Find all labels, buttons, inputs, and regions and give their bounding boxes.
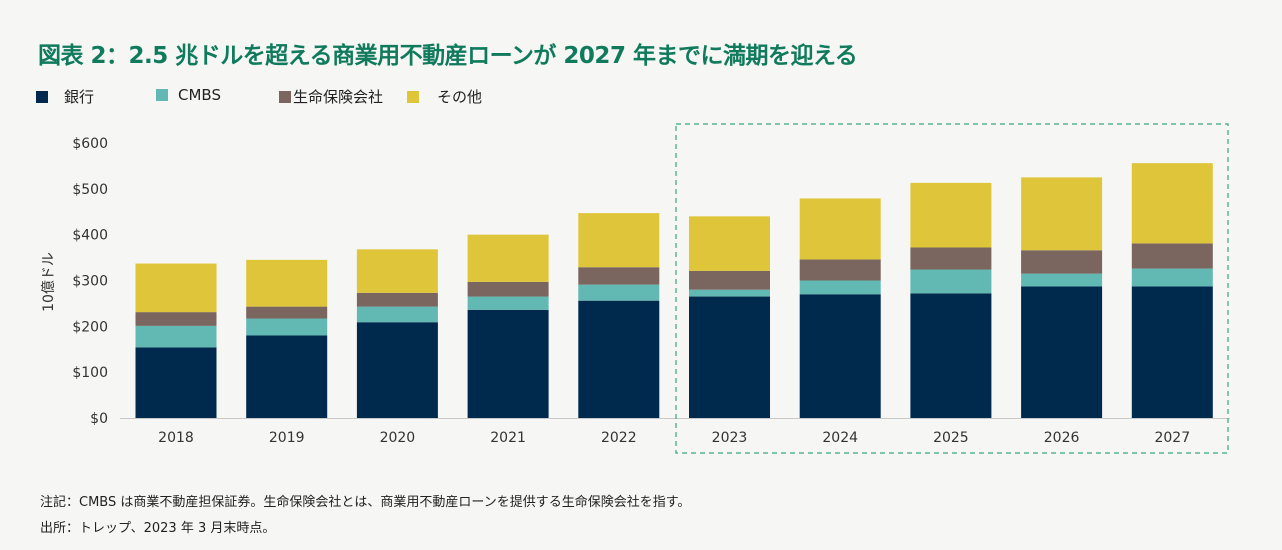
y-tick-label: $200 xyxy=(72,319,108,335)
legend-label: 銀行 xyxy=(64,88,95,106)
bar-segment-2022-series-3 xyxy=(578,213,660,268)
legend-item-bank: 銀行 xyxy=(36,86,94,107)
bar-segment-2023-series-1 xyxy=(689,289,770,297)
x-tick-label: 2026 xyxy=(1044,430,1080,446)
bar-segment-2027-series-3 xyxy=(1131,163,1213,244)
y-tick-label: $0 xyxy=(90,411,108,427)
y-tick-label: $400 xyxy=(72,228,108,244)
bar-segment-2027-series-1 xyxy=(1131,268,1213,287)
y-tick-label: $600 xyxy=(72,136,108,152)
legend-label: 生命保険会社 xyxy=(293,88,384,106)
legend-swatch xyxy=(407,90,419,103)
bar-segment-2023-series-2 xyxy=(689,270,770,290)
y-tick-label: $300 xyxy=(72,274,108,290)
bar-segment-2026-series-3 xyxy=(1021,177,1103,251)
bar-segment-2018-series-1 xyxy=(135,325,217,348)
x-tick-label: 2027 xyxy=(1154,430,1190,446)
bar-segment-2026-series-2 xyxy=(1021,250,1103,274)
legend-label: その他 xyxy=(437,88,483,106)
legend-swatch xyxy=(36,90,48,103)
bar-segment-2020-series-2 xyxy=(356,292,438,307)
x-tick-label: 2018 xyxy=(158,430,194,446)
x-tick-label: 2021 xyxy=(490,430,526,446)
bar-segment-2018-series-0 xyxy=(135,347,217,418)
bar-segment-2025-series-0 xyxy=(910,293,992,418)
bar-segment-2022-series-2 xyxy=(578,267,660,285)
bar-segment-2024-series-2 xyxy=(799,259,881,281)
bar-segment-2020-series-3 xyxy=(356,249,438,293)
bar-segment-2023-series-0 xyxy=(689,296,770,418)
bar-segment-2027-series-0 xyxy=(1131,286,1213,418)
bar-segment-2019-series-1 xyxy=(246,318,328,336)
bar-segment-2025-series-3 xyxy=(910,182,992,248)
bar-segment-2026-series-1 xyxy=(1021,273,1103,287)
bar-segment-2025-series-1 xyxy=(910,269,992,294)
footnotes: 注記：CMBS は商業不動産担保証券。生命保険会社とは、商業用不動産ローンを提供… xyxy=(40,490,690,542)
bar-segment-2020-series-0 xyxy=(356,322,438,418)
bar-segment-2027-series-2 xyxy=(1131,243,1213,269)
y-tick-label: $500 xyxy=(72,182,108,198)
y-tick-label: $100 xyxy=(72,365,108,381)
bar-segment-2022-series-1 xyxy=(578,284,660,301)
x-tick-label: 2023 xyxy=(712,430,748,446)
legend-swatch xyxy=(156,89,168,101)
x-tick-label: 2025 xyxy=(933,430,969,446)
legend-swatch xyxy=(279,90,291,103)
bar-segment-2024-series-3 xyxy=(799,198,881,260)
chart-title: 図表 2：2.5 兆ドルを超える商業用不動産ローンが 2027 年までに満期を迎… xyxy=(38,43,858,69)
x-tick-label: 2019 xyxy=(269,430,305,446)
x-tick-label: 2020 xyxy=(380,430,416,446)
legend-item-life-insurance: 生命保険会社 xyxy=(279,86,383,107)
bar-segment-2020-series-1 xyxy=(356,306,438,323)
legend-label: CMBS xyxy=(178,86,221,104)
bar-segment-2024-series-1 xyxy=(799,280,881,295)
bar-segment-2021-series-1 xyxy=(467,296,549,310)
note-text: 注記：CMBS は商業不動産担保証券。生命保険会社とは、商業用不動産ローンを提供… xyxy=(40,495,691,510)
y-axis-label: 10億ドル xyxy=(41,252,57,312)
bar-segment-2024-series-0 xyxy=(799,294,881,418)
bar-segment-2019-series-0 xyxy=(246,335,328,418)
legend-item-other: その他 xyxy=(407,86,482,107)
bar-segment-2026-series-0 xyxy=(1021,286,1103,418)
x-tick-label: 2024 xyxy=(822,430,858,446)
bar-segment-2018-series-2 xyxy=(135,312,217,326)
bar-segment-2021-series-2 xyxy=(467,281,549,297)
bar-segment-2019-series-2 xyxy=(246,306,328,319)
bar-segment-2018-series-3 xyxy=(135,263,217,313)
bar-segment-2025-series-2 xyxy=(910,247,992,270)
bar-segment-2021-series-3 xyxy=(467,234,549,282)
bar-segment-2021-series-0 xyxy=(467,309,549,418)
bar-segment-2019-series-3 xyxy=(246,259,328,307)
legend-item-cmbs: CMBS xyxy=(156,86,221,104)
highlight-box-2023-2027 xyxy=(675,123,1229,454)
bar-segment-2022-series-0 xyxy=(578,300,660,418)
bar-segment-2023-series-3 xyxy=(689,216,770,271)
source-text: 出所：トレップ、2023 年 3 月末時点。 xyxy=(40,521,276,536)
x-tick-label: 2022 xyxy=(601,430,637,446)
